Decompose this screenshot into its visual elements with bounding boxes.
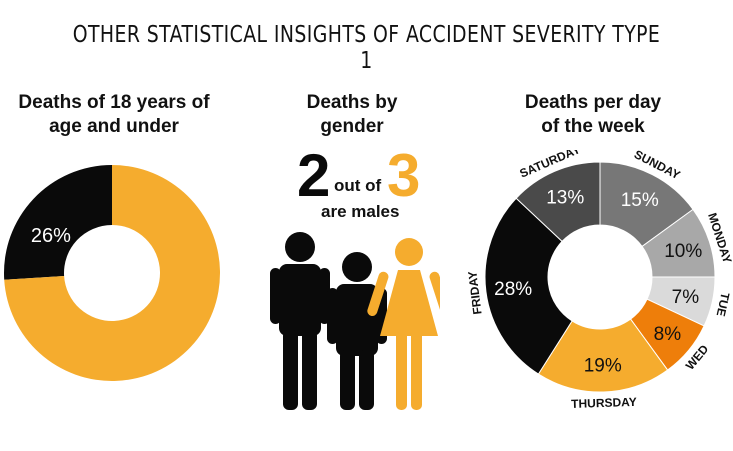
gender-title-line1: Deaths by [306, 92, 398, 113]
male-figure-icon [270, 232, 330, 410]
age-title-line2: age and under [49, 116, 179, 137]
weekday-category-label: FRIDAY [466, 270, 485, 315]
weekday-value-label: 13% [546, 188, 584, 209]
weekday-category-label: TUE [714, 291, 733, 317]
gender-denominator: 3 [387, 142, 421, 209]
age-slice [4, 165, 220, 381]
female-figure-icon [367, 238, 440, 410]
gender-caption: are males [321, 202, 400, 221]
age-panel-title: Deaths of 18 years of age and under [0, 91, 228, 139]
weekday-value-label: 7% [672, 287, 700, 308]
weekday-value-label: 10% [664, 241, 702, 262]
gender-numerator: 2 [297, 142, 331, 209]
gender-out-of: out of [334, 176, 382, 195]
week-title-line1: Deaths per day [524, 92, 662, 113]
page-title: OTHER STATISTICAL INSIGHTS OF ACCIDENT S… [72, 22, 661, 74]
week-title-line2: of the week [541, 116, 645, 137]
weekday-slice [484, 197, 573, 375]
age-slice [3, 165, 112, 280]
gender-title-line2: gender [320, 116, 384, 137]
weekday-category-label: THURSDAY [571, 395, 637, 410]
weekday-value-label: 28% [494, 279, 532, 300]
people-pictogram [270, 232, 440, 410]
age-donut-chart: 26% [3, 165, 220, 381]
week-panel-title: Deaths per day of the week [488, 91, 698, 139]
weekday-slice [515, 161, 601, 243]
male-figure-icon [327, 252, 387, 410]
weekday-value-label: 8% [654, 324, 682, 345]
age-slice-label: 26% [31, 225, 71, 247]
age-title-line1: Deaths of 18 years of [18, 92, 210, 113]
weekday-slice [537, 318, 669, 393]
weekday-value-label: 19% [584, 355, 622, 376]
weekday-value-label: 15% [621, 190, 659, 211]
gender-panel-title: Deaths by gender [252, 91, 452, 139]
